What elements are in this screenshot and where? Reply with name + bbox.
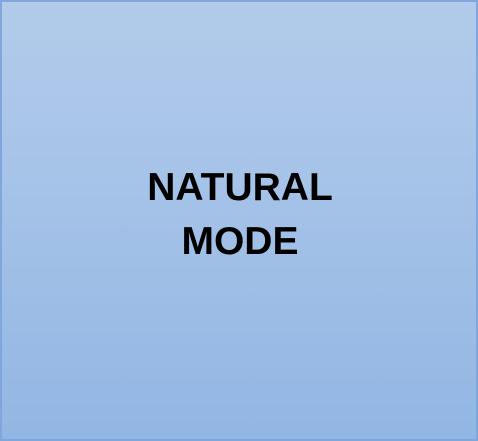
tile-label-line-1: NATURAL <box>147 165 333 209</box>
tile-label-line-2: MODE <box>181 219 299 263</box>
tile-label: NATURAL MODE <box>147 161 333 269</box>
